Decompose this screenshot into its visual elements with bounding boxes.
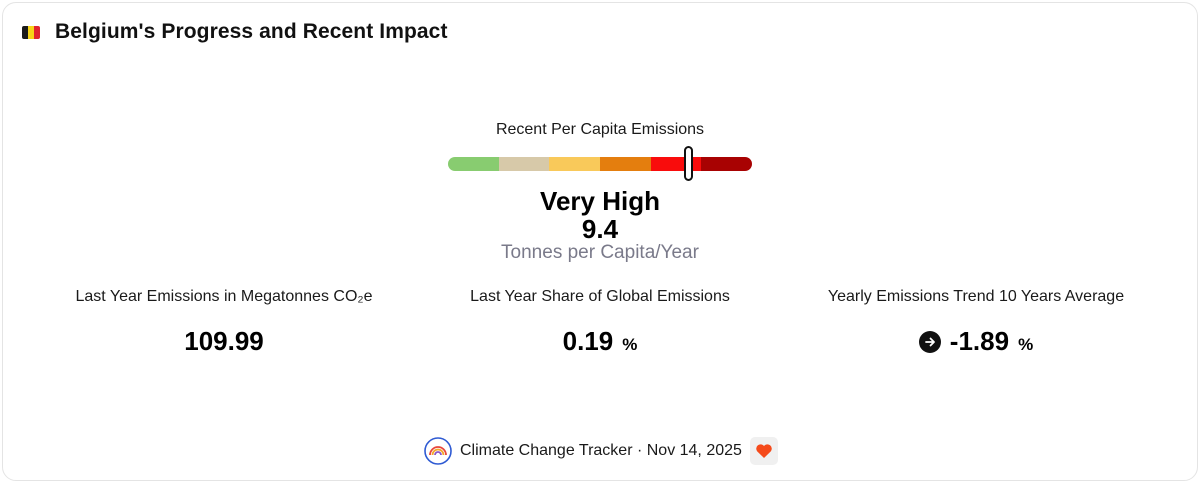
gauge-segment-1 (448, 157, 499, 171)
stat-unit: % (622, 335, 638, 354)
rainbow-logo-icon[interactable] (424, 437, 452, 465)
heart-icon (756, 444, 772, 458)
stat-value: 109.99 (184, 326, 264, 356)
like-button[interactable] (749, 437, 778, 465)
gauge-segment-2 (498, 157, 550, 171)
stat-value-row: 0.19 % (420, 326, 780, 357)
card-header: Belgium's Progress and Recent Impact (22, 20, 448, 44)
stat-global-share: Last Year Share of Global Emissions 0.19… (420, 288, 780, 357)
stat-label: Last Year Emissions in Megatonnes CO₂e (75, 288, 373, 305)
gauge-label: Recent Per Capita Emissions (495, 121, 705, 138)
belgium-flag-icon (22, 25, 40, 39)
arrow-right-circle-icon (918, 330, 941, 353)
card-title: Belgium's Progress and Recent Impact (55, 20, 448, 43)
stat-value-row: 109.99 (44, 326, 404, 357)
gauge-segment-3 (549, 157, 601, 171)
gauge-segment-4 (600, 157, 651, 171)
stat-trend: Yearly Emissions Trend 10 Years Average … (796, 288, 1156, 357)
emissions-gauge-bar (448, 157, 752, 171)
gauge-unit: Tonnes per Capita/Year (501, 242, 699, 263)
stat-value: -1.89 (949, 326, 1010, 356)
gauge-segment-6 (701, 157, 752, 171)
stat-value: 0.19 (562, 326, 614, 356)
gauge-level: Very High (540, 186, 660, 216)
stat-value-row: -1.89 % (796, 326, 1156, 357)
stat-unit: % (1018, 335, 1034, 354)
gauge-value: 9.4 (581, 214, 619, 244)
stat-label: Last Year Share of Global Emissions (470, 288, 730, 305)
footer-credit[interactable]: Climate Change Tracker · Nov 14, 2025 (460, 442, 742, 459)
gauge-segment-5 (650, 157, 702, 171)
gauge-marker (684, 146, 694, 181)
stat-last-year-emissions: Last Year Emissions in Megatonnes CO₂e 1… (44, 288, 404, 357)
footer: Climate Change Tracker · Nov 14, 2025 (424, 436, 778, 466)
stat-label: Yearly Emissions Trend 10 Years Average (827, 288, 1125, 305)
gauge-section: Recent Per Capita Emissions (0, 121, 1200, 139)
